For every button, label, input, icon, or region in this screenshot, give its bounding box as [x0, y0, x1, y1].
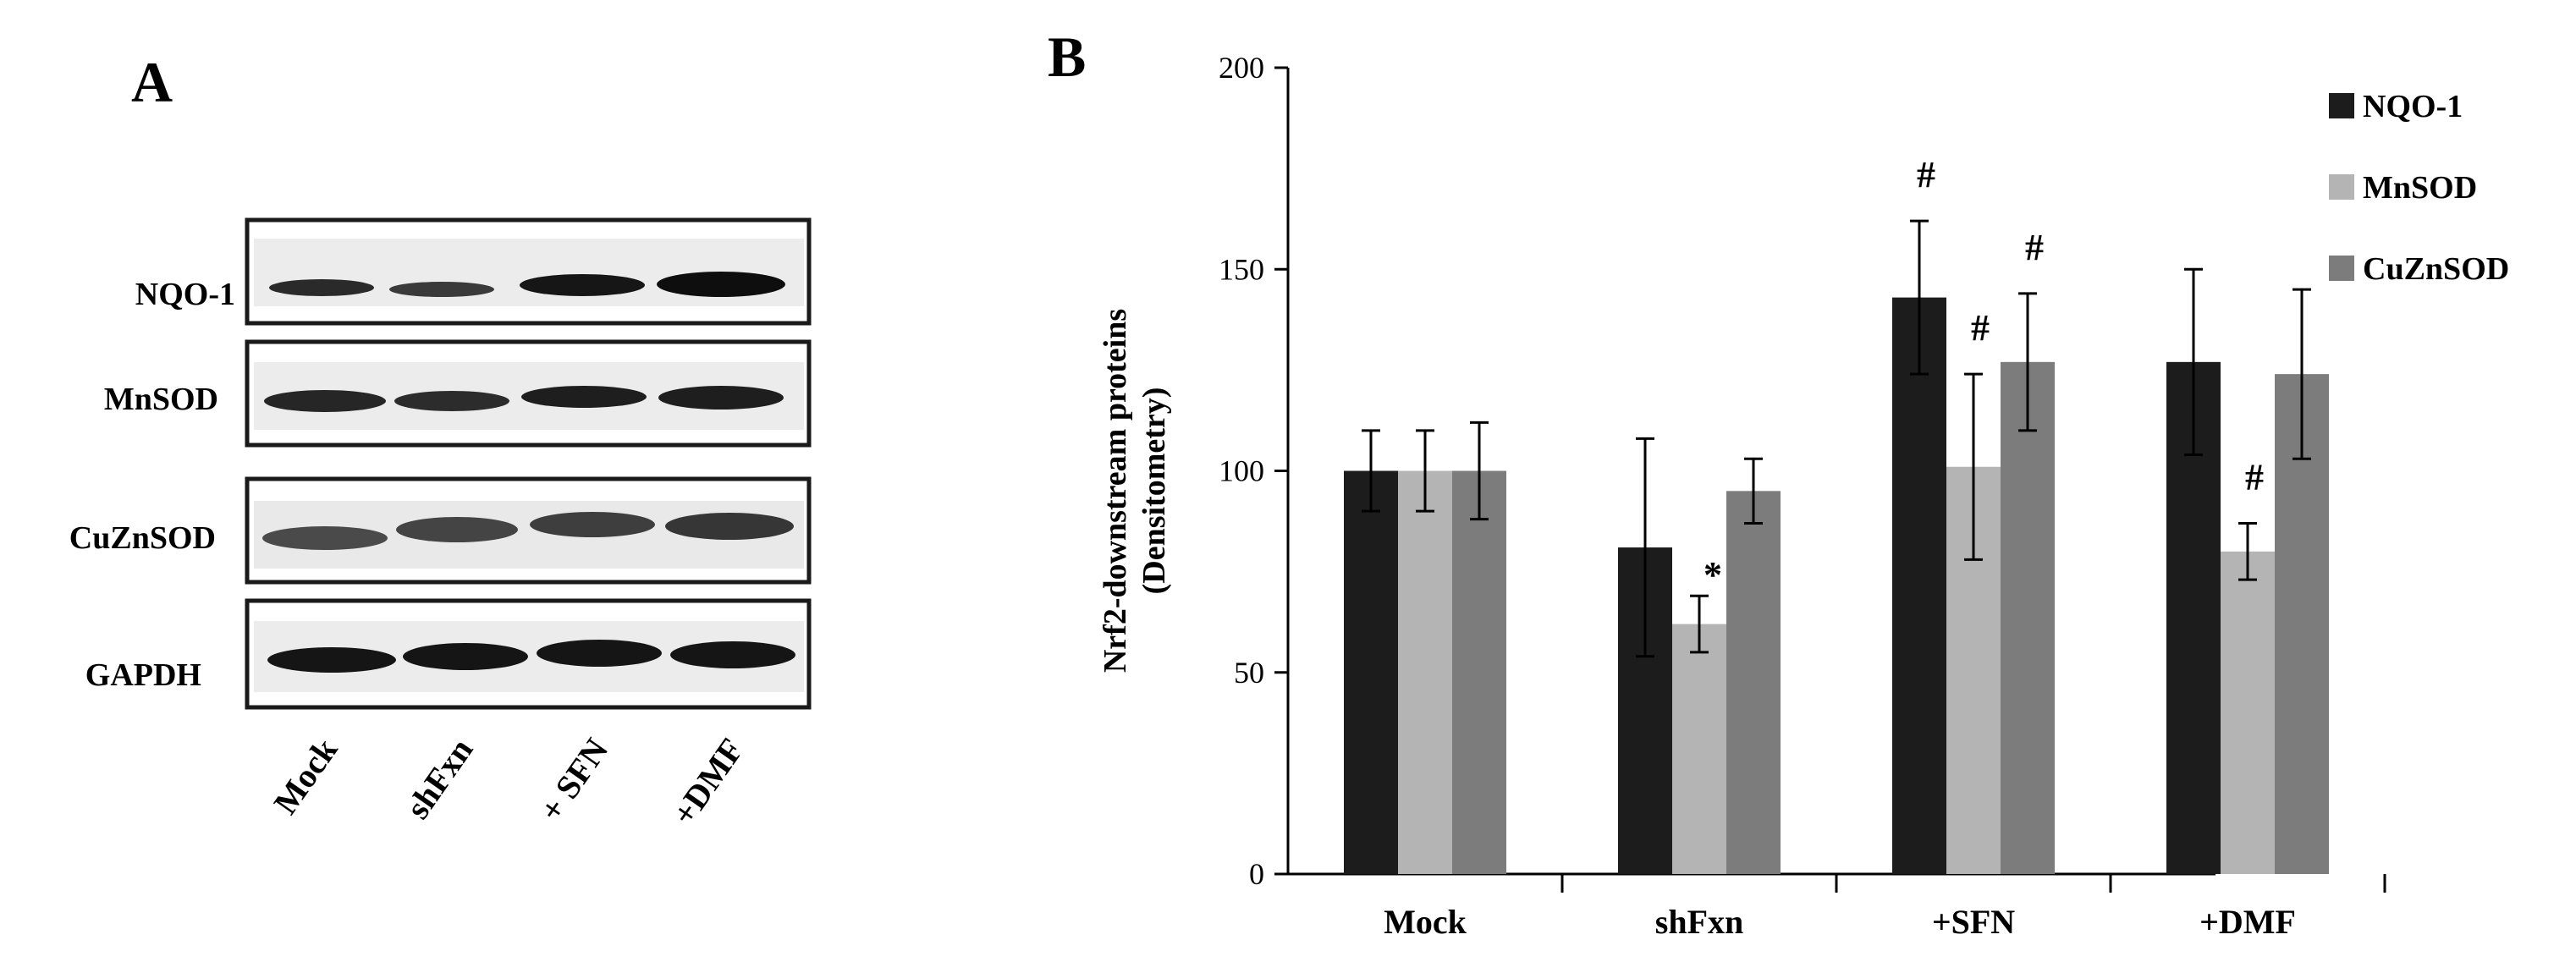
blot-cuznsod	[245, 476, 812, 585]
legend-swatch	[2329, 174, 2354, 200]
panel-b-letter: B	[1048, 25, 1086, 89]
band	[658, 386, 784, 410]
blot-label-nqo1: NQO-1	[135, 277, 235, 312]
lane-label-sfn: + SFN	[531, 731, 615, 828]
y-tick-label: 100	[1219, 454, 1264, 488]
panel-a-letter: A	[131, 50, 173, 114]
bar	[2001, 361, 2055, 875]
panel-a: A	[69, 50, 812, 832]
band	[396, 517, 518, 542]
band	[394, 391, 509, 411]
legend: NQO-1 MnSOD CuZnSOD	[2329, 89, 2509, 287]
legend-label: CuZnSOD	[2363, 251, 2509, 287]
blot-gapdh	[245, 598, 812, 710]
y-tick-label: 0	[1249, 857, 1264, 891]
y-axis-title-line1: Nrf2-downstream proteins	[1098, 309, 1133, 673]
blot-label-gapdh: GAPDH	[85, 657, 201, 693]
band	[389, 282, 494, 297]
bar	[1398, 470, 1452, 874]
y-tick-label: 200	[1219, 51, 1264, 85]
significance-mark: #	[2245, 456, 2264, 497]
x-tick-label: +SFN	[1932, 903, 2015, 941]
blot-label-mnsod: MnSOD	[104, 382, 218, 417]
y-tick-label: 50	[1234, 656, 1264, 690]
blot-nqo1	[245, 217, 812, 326]
x-tick-label: +DMF	[2199, 903, 2296, 941]
significance-mark: #	[1917, 154, 1935, 195]
legend-label: MnSOD	[2363, 170, 2477, 206]
x-tick-label: Mock	[1384, 903, 1467, 941]
band	[403, 643, 528, 670]
plot-area: 0 50 100 150 200 Mock shFxn +SFN +DMF * # # # #	[1219, 51, 2386, 941]
band	[264, 390, 386, 412]
bar	[1892, 297, 1946, 875]
panel-b: B Nrf2-downstream proteins (Densitometry…	[1048, 25, 2509, 941]
bar	[1672, 624, 1726, 874]
blot-mnsod	[245, 339, 812, 448]
lane-label-dmf: +DMF	[664, 731, 751, 832]
band	[670, 641, 795, 668]
y-tick-label: 150	[1219, 252, 1264, 286]
legend-swatch	[2329, 93, 2354, 118]
bar	[1726, 491, 1781, 874]
legend-label: NQO-1	[2363, 89, 2463, 124]
x-tick-label: shFxn	[1655, 903, 1744, 941]
y-axis-title-line2: (Densitometry)	[1137, 388, 1172, 595]
lane-label-mock: Mock	[266, 731, 344, 822]
band	[537, 640, 662, 667]
band	[530, 512, 655, 537]
y-axis-title: Nrf2-downstream proteins (Densitometry)	[1098, 309, 1172, 673]
blot-label-cuznsod: CuZnSOD	[69, 520, 216, 556]
bar	[1344, 470, 1398, 874]
band	[521, 386, 647, 408]
band	[267, 647, 396, 673]
significance-mark: *	[1704, 554, 1722, 596]
bar	[2221, 551, 2275, 874]
significance-mark: #	[2025, 227, 2044, 268]
significance-mark: #	[1971, 307, 1990, 349]
band	[665, 513, 794, 540]
lane-label-shfxn: shFxn	[399, 731, 481, 825]
band	[262, 526, 388, 550]
band	[269, 279, 374, 296]
legend-swatch	[2329, 256, 2354, 281]
bar	[1452, 470, 1506, 874]
band	[520, 274, 645, 296]
band	[657, 272, 785, 297]
